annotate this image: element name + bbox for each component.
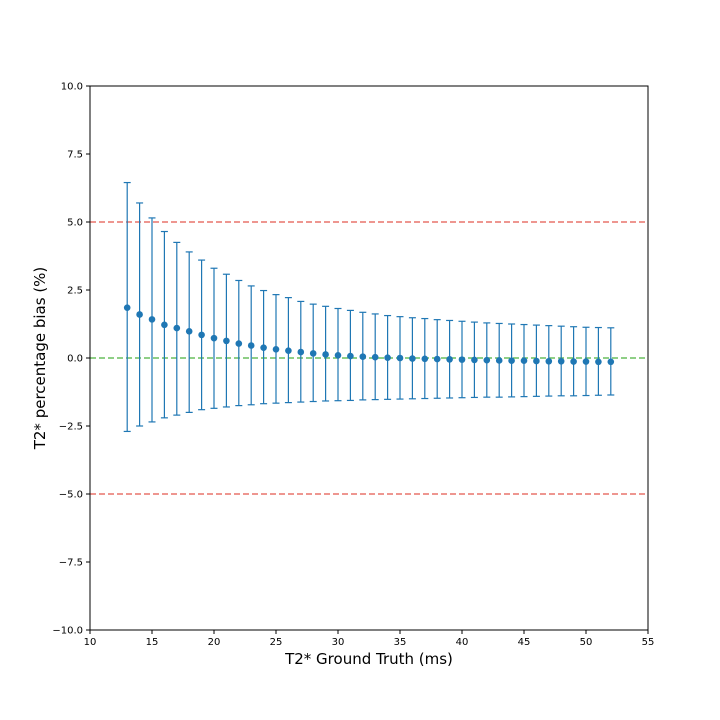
y-tick-label: 0.0 [67,354,83,365]
data-point [421,355,429,363]
x-tick-label: 45 [518,637,531,648]
data-point [309,350,317,357]
data-point [545,357,553,365]
x-tick-label: 25 [270,637,283,648]
data-point [285,347,292,354]
data-point [508,357,515,365]
data-point [433,355,441,363]
data-point [297,348,305,356]
data-point [520,357,528,365]
data-point [396,354,404,362]
x-tick-label: 20 [208,637,221,648]
data-point [161,321,168,329]
data-point [123,304,131,311]
data-point [458,356,466,363]
data-points [123,304,615,366]
data-point [260,344,267,351]
error-bars [123,181,615,433]
data-point [607,358,615,366]
data-point [557,357,565,365]
y-tick-label: 7.5 [67,150,83,161]
data-point [185,328,193,335]
data-point [173,324,181,332]
data-point [235,340,243,347]
data-point [136,311,143,318]
data-point [409,355,416,362]
y-axis-label: T2* percentage bias (%) [31,267,49,451]
y-tick-label: −2.5 [59,422,83,433]
data-point [247,342,255,349]
data-point [334,351,342,359]
data-point [148,316,156,323]
data-point [533,357,540,365]
data-point [495,357,503,364]
data-point [471,356,478,364]
x-tick-label: 10 [84,637,97,648]
data-point [322,351,329,358]
x-axis-label: T2* Ground Truth (ms) [284,650,453,668]
y-tick-label: 5.0 [67,218,83,229]
data-point [595,358,602,366]
data-point [371,353,379,361]
data-point [223,337,230,345]
y-axis-ticks: −10.0 −7.5 −5.0 −2.5 0.0 2.5 5.0 7.5 10.0 [52,82,90,637]
x-tick-label: 55 [642,637,655,648]
y-tick-label: 2.5 [67,286,83,297]
y-tick-label: −5.0 [59,490,83,501]
data-point [198,331,205,339]
data-point [210,334,218,342]
data-point [384,354,391,362]
data-point [446,356,453,363]
data-point [272,345,280,353]
x-tick-label: 35 [394,637,407,648]
data-point [582,358,590,365]
data-point [483,356,491,364]
x-axis-ticks: 10 15 20 25 30 35 40 45 50 55 [84,630,655,648]
y-tick-label: −10.0 [52,626,83,637]
data-point [347,352,354,360]
x-tick-label: 15 [146,637,159,648]
data-point [359,353,367,360]
data-point [570,358,577,365]
x-tick-label: 40 [456,637,469,648]
reference-lines [90,221,648,495]
y-tick-label: 10.0 [61,82,83,93]
y-tick-label: −7.5 [59,558,83,569]
x-tick-label: 30 [332,637,345,648]
x-tick-label: 50 [580,637,593,648]
